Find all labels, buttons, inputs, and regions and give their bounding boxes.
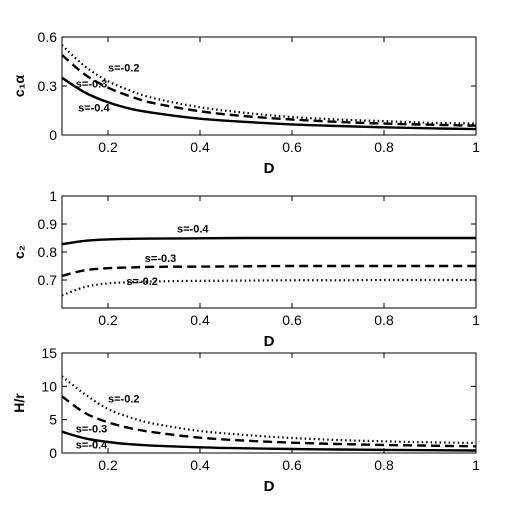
series-label: s=-0.3 xyxy=(145,253,177,265)
y-axis-label: c₂ xyxy=(11,245,27,259)
series-line-s=-0.2 xyxy=(61,375,477,445)
series-line-s=-0.4 xyxy=(61,76,477,131)
x-tick-label: 0.6 xyxy=(282,457,302,473)
series-label: s=-0.2 xyxy=(126,276,157,288)
x-axis-label: D xyxy=(264,333,275,350)
x-tick-label: 1 xyxy=(472,312,480,328)
series-line-s=-0.2 xyxy=(61,278,476,297)
x-tick-label: 1 xyxy=(472,139,480,155)
plot-frame xyxy=(61,36,477,136)
panel-2: 0.2 0.4 0.6 0.8 1 0.7 0.8 0.9 1 Dc₂ s=-0.4 s=-0.3 s=… xyxy=(11,188,480,350)
x-tick-label: 0.6 xyxy=(282,139,302,155)
series-line-s=-0.3 xyxy=(61,54,477,127)
series-line-s=-0.3 xyxy=(61,395,477,448)
x-tick-label: 0.6 xyxy=(282,312,302,328)
y-tick-label: 10 xyxy=(41,378,57,394)
y-tick-label: 0 xyxy=(49,127,57,143)
series-label: s=-0.2 xyxy=(108,62,140,74)
series-line-s=-0.3 xyxy=(61,264,476,277)
x-tick-label: 1 xyxy=(472,457,480,473)
x-tick-label: 0.2 xyxy=(98,457,118,473)
series-label: s=-0.3 xyxy=(76,79,108,91)
x-tick-label: 0.8 xyxy=(374,139,394,155)
plot-frame xyxy=(61,195,477,309)
y-axis-label: H/r xyxy=(11,393,27,413)
y-axis-label: c₁α xyxy=(11,75,27,98)
series-label: s=-0.2 xyxy=(108,393,140,405)
y-tick-label: 0.8 xyxy=(38,244,58,260)
series-line-s=-0.2 xyxy=(61,44,477,125)
y-tick-label: 0.6 xyxy=(38,29,58,45)
series-line-s=-0.4 xyxy=(61,430,477,452)
series-line-s=-0.4 xyxy=(61,236,476,246)
x-tick-label: 0.8 xyxy=(374,457,394,473)
plot-frame xyxy=(61,352,477,454)
series-label: s=-0.4 xyxy=(78,102,110,114)
x-tick-label: 0.4 xyxy=(190,457,210,473)
x-tick-label: 0.4 xyxy=(190,312,210,328)
x-tick-label: 0.8 xyxy=(374,312,394,328)
x-axis-label: D xyxy=(264,478,275,495)
x-tick-label: 0.4 xyxy=(190,139,210,155)
series-label: s=-0.4 xyxy=(177,223,209,235)
y-tick-label: 15 xyxy=(41,345,57,361)
series-label: s=-0.3 xyxy=(76,423,108,435)
y-tick-label: 0.3 xyxy=(38,78,58,94)
y-tick-label: 0.7 xyxy=(38,272,58,288)
y-tick-label: 1 xyxy=(49,188,57,204)
y-tick-label: 5 xyxy=(49,412,57,428)
x-axis-label: D xyxy=(264,160,275,177)
x-tick-label: 0.2 xyxy=(98,139,118,155)
x-tick-label: 0.2 xyxy=(98,312,118,328)
y-tick-label: 0.9 xyxy=(38,216,58,232)
y-tick-label: 0 xyxy=(49,445,57,461)
series-label: s=-0.4 xyxy=(76,439,108,451)
